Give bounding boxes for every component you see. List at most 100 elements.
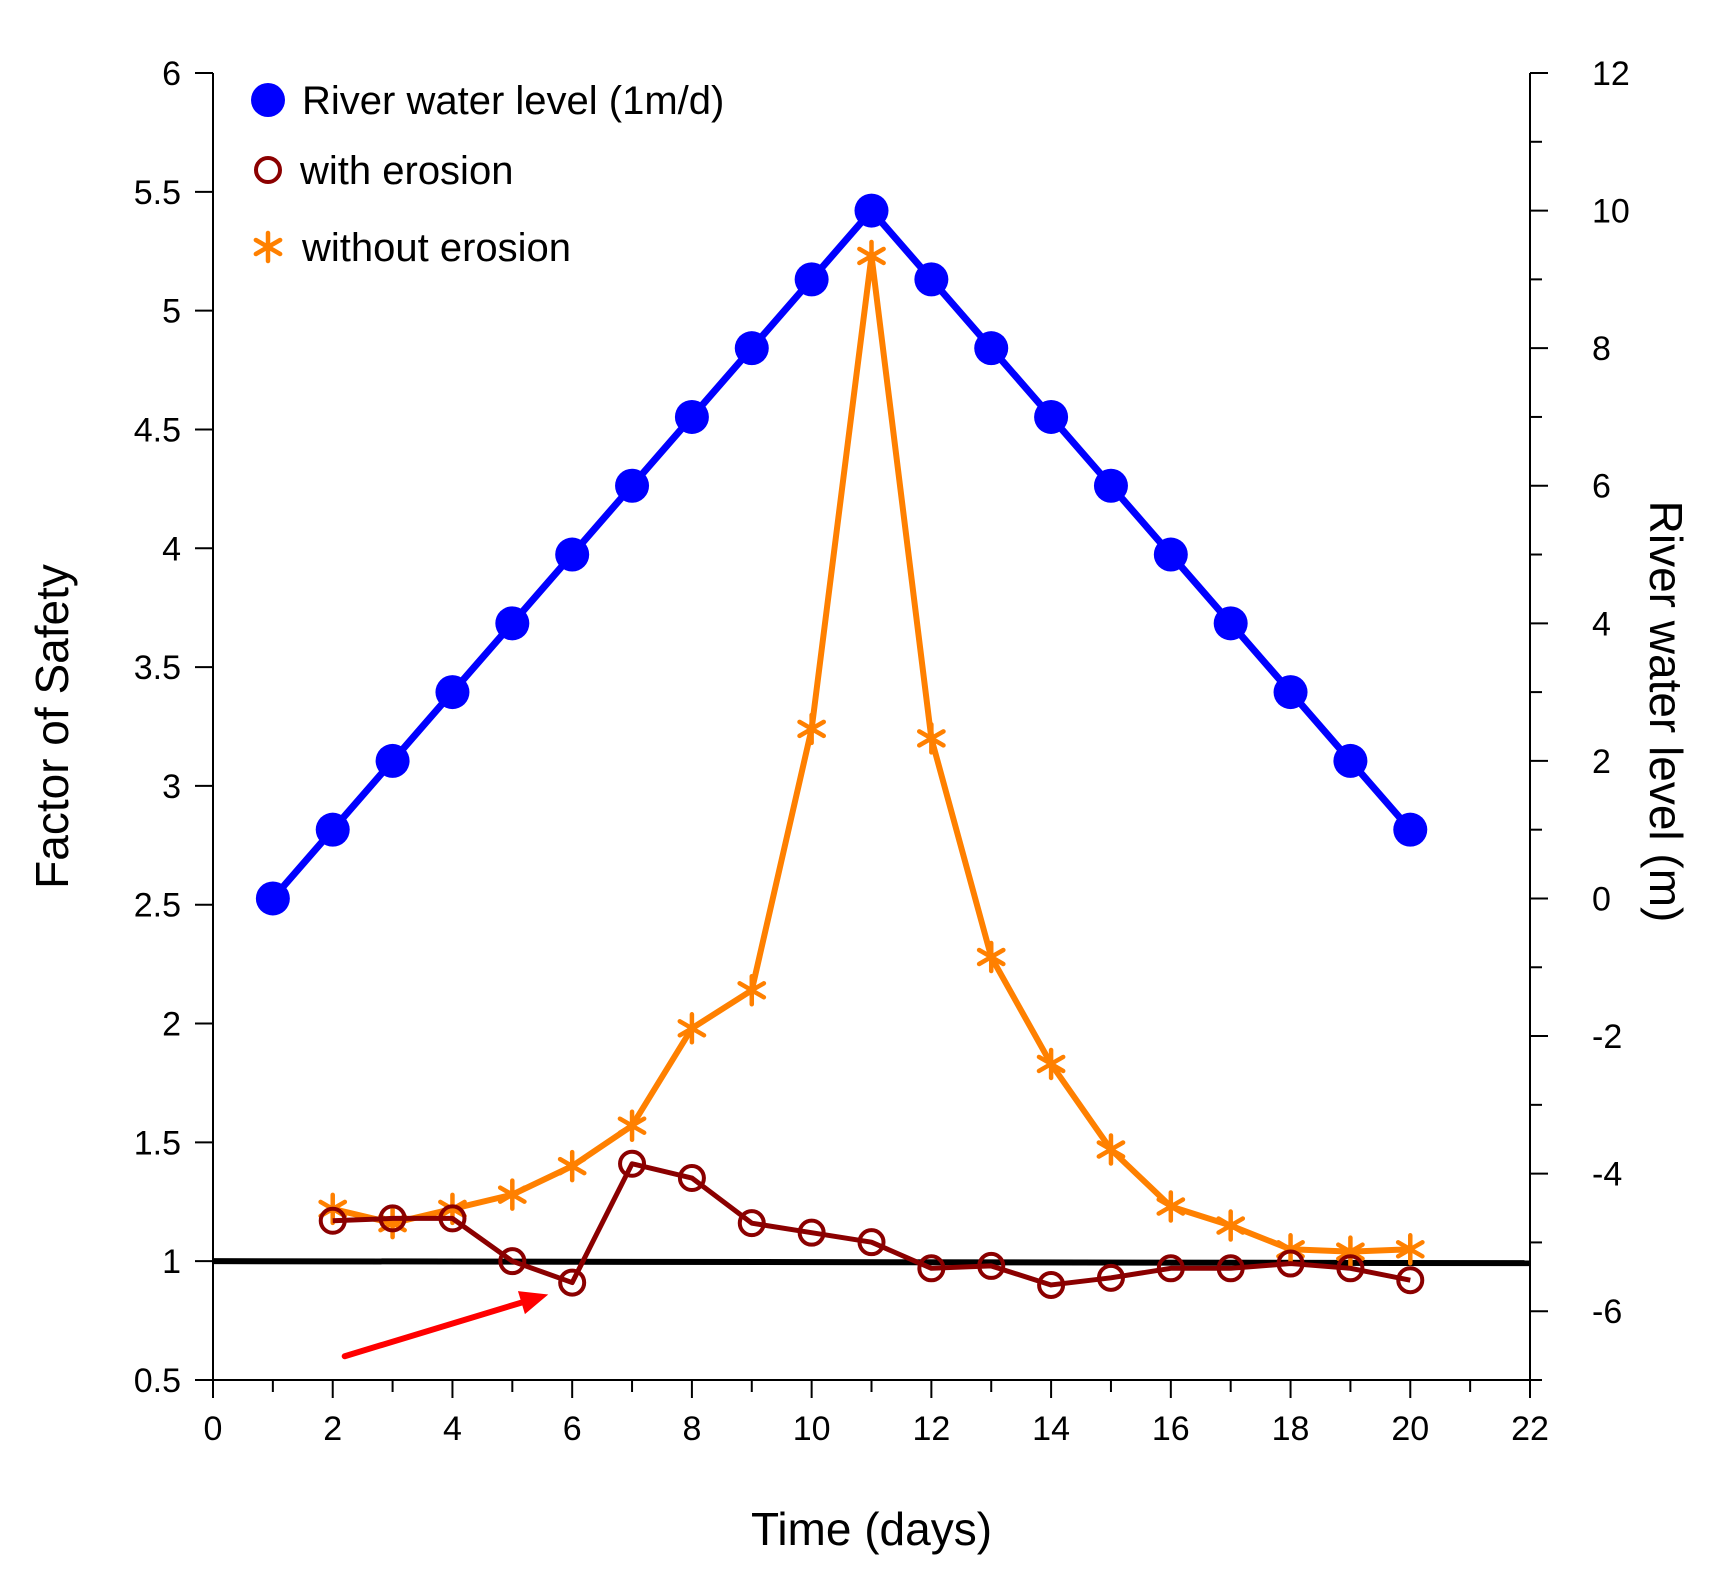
series-0-group: [255, 193, 1428, 916]
series-line: [332, 252, 1411, 1255]
data-point: [1333, 743, 1368, 778]
data-point: [914, 262, 949, 297]
data-point: [977, 1251, 1006, 1280]
series-line: [332, 1161, 1411, 1288]
x-tick-label: 16: [1152, 1410, 1190, 1448]
data-point: [555, 537, 590, 572]
data-point: [674, 399, 709, 434]
y-left-tick-label: 2: [162, 1006, 181, 1044]
data-point: [1216, 1209, 1246, 1242]
legend: River water level (1m/d) with erosion with…: [251, 79, 724, 270]
series-layer: [255, 193, 1428, 1299]
series-2-group: [318, 239, 1425, 1268]
data-point: [854, 193, 889, 228]
data-point: [1336, 1235, 1365, 1268]
y-left-tick-label: 2.5: [134, 887, 181, 925]
y-left-tick-label: 5.5: [134, 174, 181, 212]
data-point: [1034, 399, 1069, 434]
x-tick-label: 4: [443, 1410, 462, 1448]
data-point: [1396, 1266, 1425, 1295]
x-tick-label: 2: [323, 1410, 342, 1448]
data-point: [677, 1164, 706, 1193]
series-1-group: [318, 1149, 1425, 1299]
x-tick-label: 12: [912, 1410, 950, 1448]
data-point: [251, 83, 285, 117]
data-point: [1216, 1254, 1245, 1283]
data-point: [557, 1149, 587, 1183]
data-point: [1096, 1263, 1125, 1292]
reference-line: [212, 1258, 1531, 1267]
annotation-arrow-head: [517, 1291, 549, 1315]
x-tick-label: 18: [1272, 1410, 1310, 1448]
data-point: [253, 230, 283, 264]
data-point: [497, 1178, 527, 1211]
y-right-tick-label: -2: [1592, 1018, 1622, 1056]
y-left-tick-label: 0.5: [134, 1362, 181, 1400]
x-tick-label: 22: [1511, 1410, 1549, 1448]
data-point: [677, 1012, 707, 1045]
y-left-tick-label: 3: [162, 768, 181, 806]
axes: 0 2 4 6 8 10 12 14 16 18 20 220.511.522.533.544.555…: [134, 55, 1630, 1448]
y-left-tick-label: 6: [162, 55, 181, 93]
y-right-tick-label: -6: [1592, 1293, 1622, 1331]
y-right-tick-label: 4: [1592, 605, 1611, 643]
x-tick-label: 0: [204, 1410, 223, 1448]
legend-label: River water level (1m/d): [302, 79, 724, 123]
y-right-tick-label: 8: [1592, 330, 1611, 368]
data-point: [976, 940, 1006, 974]
data-point: [1156, 1190, 1186, 1223]
data-point: [498, 1247, 527, 1276]
data-point: [378, 1204, 407, 1233]
y-axis-right-title: River water level (m): [1640, 501, 1692, 923]
data-point: [737, 1209, 766, 1238]
y-axis-left-title: Factor of Safety: [26, 564, 78, 889]
x-axis-title: Time (days): [751, 1503, 992, 1555]
data-point: [917, 1254, 946, 1283]
y-left-tick-label: 4: [162, 530, 181, 568]
data-point: [737, 974, 767, 1007]
data-point: [797, 712, 827, 746]
y-right-tick-label: 10: [1592, 193, 1630, 231]
data-point: [1156, 1254, 1185, 1283]
y-left-tick-label: 1.5: [134, 1124, 181, 1162]
data-point: [797, 1218, 826, 1247]
y-left-tick-label: 4.5: [134, 411, 181, 449]
data-point: [794, 262, 829, 297]
legend-label: with erosion: [299, 149, 513, 193]
y-left-tick-label: 3.5: [134, 649, 181, 687]
data-point: [1213, 606, 1248, 641]
data-point: [318, 1206, 347, 1235]
x-tick-label: 10: [793, 1410, 831, 1448]
reference-line-group: [212, 1258, 1531, 1267]
data-point: [1096, 1133, 1126, 1166]
data-point: [617, 1109, 647, 1142]
data-point: [438, 1204, 467, 1233]
data-point: [1037, 1270, 1066, 1299]
data-point: [375, 743, 410, 778]
data-point: [558, 1268, 587, 1297]
y-left-tick-label: 1: [162, 1243, 181, 1281]
data-point: [435, 675, 470, 710]
y-right-tick-label: 0: [1592, 880, 1611, 918]
data-point: [618, 1149, 647, 1178]
data-point: [857, 1228, 886, 1257]
annotation-layer: [341, 1291, 549, 1360]
x-tick-label: 6: [563, 1410, 582, 1448]
data-point: [254, 156, 282, 184]
data-point: [1336, 1254, 1365, 1283]
data-point: [1153, 537, 1188, 572]
data-point: [615, 468, 650, 503]
data-point: [1093, 468, 1128, 503]
data-point: [1395, 1233, 1425, 1266]
data-point: [315, 812, 350, 847]
y-right-tick-label: 6: [1592, 468, 1611, 506]
series-line: [270, 207, 1413, 901]
x-tick-label: 8: [682, 1410, 701, 1448]
data-point: [734, 331, 769, 366]
y-right-tick-label: 2: [1592, 743, 1611, 781]
data-point: [1036, 1047, 1066, 1081]
data-point: [857, 239, 886, 273]
data-point: [1273, 675, 1308, 710]
